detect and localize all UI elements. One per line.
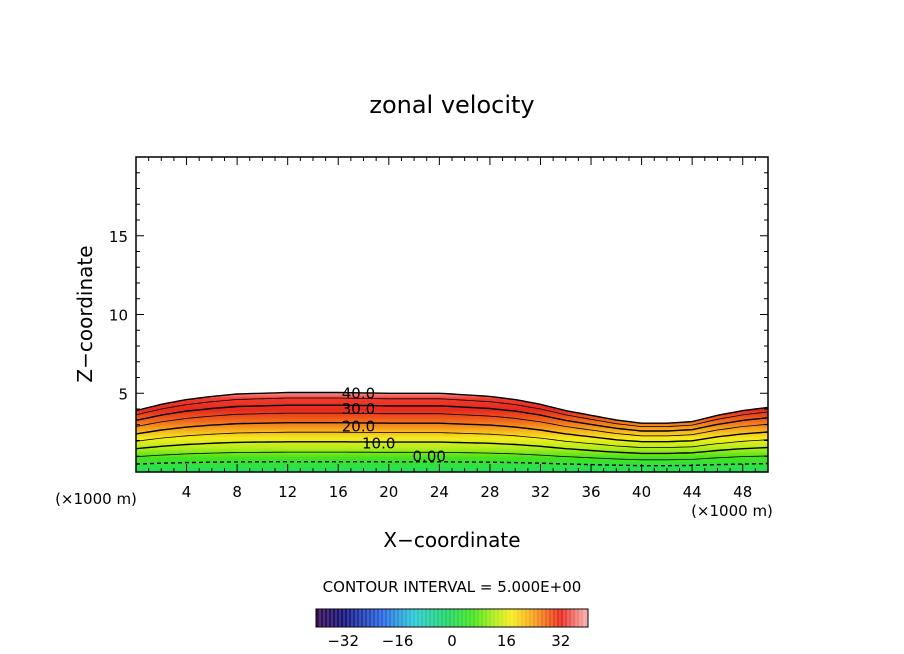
contour-line xyxy=(136,451,768,461)
colorbar-ticks: −32 −16 0 16 32 xyxy=(327,632,570,650)
y-tick-label: 15 xyxy=(109,228,128,246)
x-tick-label: 12 xyxy=(278,483,297,501)
contour-line xyxy=(136,461,768,467)
y-tick-label: 10 xyxy=(109,307,128,325)
contour-label: 30.0 xyxy=(342,400,375,418)
contour-line xyxy=(136,404,768,432)
colorbar-segments xyxy=(319,609,585,627)
contour-line xyxy=(136,391,768,424)
colorbar-tick-label: 16 xyxy=(497,632,516,650)
colorbar-tick-label: 0 xyxy=(447,632,457,650)
contour-line xyxy=(136,431,768,448)
y-axis-ticks: 5 10 15 xyxy=(109,156,768,473)
x-tick-label: 48 xyxy=(733,483,752,501)
contour-interval-text: CONTOUR INTERVAL = 5.000E+00 xyxy=(323,578,582,596)
contour-labels: 40.030.020.010.0 0.00 xyxy=(342,384,446,465)
colorbar-gradient xyxy=(315,608,589,628)
x-tick-label: 20 xyxy=(379,483,398,501)
colorbar-tick-label: −32 xyxy=(327,632,359,650)
x-tick-label: 16 xyxy=(329,483,348,501)
contour-line xyxy=(136,422,768,443)
contour-label: 0.00 xyxy=(413,447,446,465)
x-axis-label: X−coordinate xyxy=(383,528,520,552)
contour-line xyxy=(136,397,768,427)
contour-lines xyxy=(136,391,768,467)
colorbar-tick-label: −16 xyxy=(382,632,414,650)
contour-label: 40.0 xyxy=(342,384,375,402)
x-unit-right: (×1000 m) xyxy=(691,502,773,520)
colorbar-tick-label: 32 xyxy=(551,632,570,650)
y-axis-label: Z−coordinate xyxy=(73,245,97,382)
x-axis-ticks: 4 8 12 16 20 24 28 32 36 40 44 48 xyxy=(135,157,769,501)
x-tick-label: 44 xyxy=(683,483,702,501)
x-tick-label: 24 xyxy=(430,483,449,501)
chart-title: zonal velocity xyxy=(369,91,534,119)
contour-label: 20.0 xyxy=(342,417,375,435)
y-tick-label: 5 xyxy=(118,385,128,403)
x-tick-label: 40 xyxy=(632,483,651,501)
x-unit-left: (×1000 m) xyxy=(55,490,137,508)
x-tick-label: 4 xyxy=(182,483,192,501)
plot-area: 40.030.020.010.0 0.00 xyxy=(136,384,768,472)
x-tick-label: 8 xyxy=(232,483,242,501)
contour-line xyxy=(136,412,768,437)
contour-line xyxy=(136,441,768,455)
contour-label: 10.0 xyxy=(362,435,395,453)
colorbar: −32 −16 0 16 32 xyxy=(315,608,589,650)
x-tick-label: 28 xyxy=(480,483,499,501)
x-tick-label: 36 xyxy=(581,483,600,501)
x-tick-label: 32 xyxy=(531,483,550,501)
